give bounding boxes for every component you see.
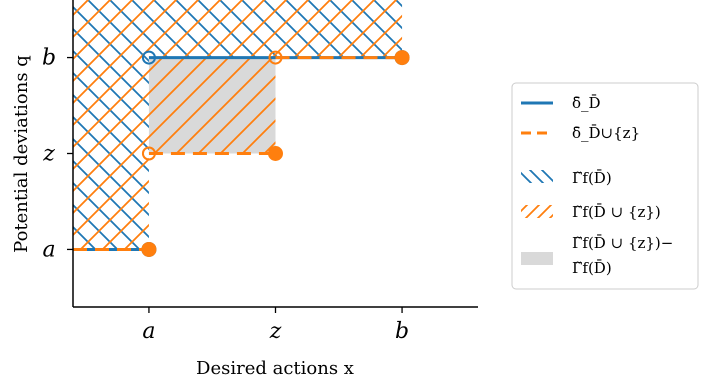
region-slash-hatch: [73, 0, 403, 250]
legend-label-gamma-dz: Γ̃f(D̄ ∪ {z}): [572, 203, 661, 221]
series-1-open-marker-1: [141, 146, 156, 161]
plot-area: [73, 0, 403, 251]
legend-label-gamma-d: Γ̃f(D̄): [572, 169, 612, 187]
y-tick-label: a: [42, 237, 55, 262]
legend-label-gamma-diff-2: Γ̃f(D̄): [572, 259, 612, 277]
x-tick-label: a: [142, 319, 155, 344]
series-1-closed-marker-1: [268, 146, 283, 161]
y-tick-label: z: [42, 142, 55, 167]
markers-layer: [141, 50, 410, 257]
x-axis-label: Desired actions x: [196, 358, 354, 379]
legend: δ̄_D̄ δ̄_D̄∪{z} Γ̃f(D̄) Γ̃f(D̄ ∪ {z}) Γ̃…: [511, 82, 699, 290]
legend-box: [511, 82, 699, 290]
legend-label-delta-d: δ̄_D̄: [572, 94, 601, 112]
y-tick-label: b: [42, 46, 56, 71]
legend-swatch-gray: [521, 252, 553, 265]
legend-swatch-hatch-orange: [521, 205, 553, 218]
series-1-closed-marker-0: [141, 241, 157, 257]
series-1-closed-marker-2: [394, 50, 410, 66]
series-0-open-marker-1: [141, 50, 156, 65]
legend-swatch-hatch-blue: [521, 170, 553, 183]
lines-layer: [73, 56, 403, 251]
series-1-open-marker-2: [268, 50, 283, 65]
x-tick-label: b: [395, 319, 409, 344]
y-ticks: a z b: [42, 46, 73, 262]
regions-layer: [73, 0, 403, 250]
legend-label-gamma-diff-1: Γ̃f(D̄ ∪ {z})−: [572, 234, 673, 252]
legend-label-delta-dz: δ̄_D̄∪{z}: [572, 124, 640, 142]
y-axis-label: Potential deviations q: [11, 55, 32, 253]
x-tick-label: z: [269, 319, 282, 344]
